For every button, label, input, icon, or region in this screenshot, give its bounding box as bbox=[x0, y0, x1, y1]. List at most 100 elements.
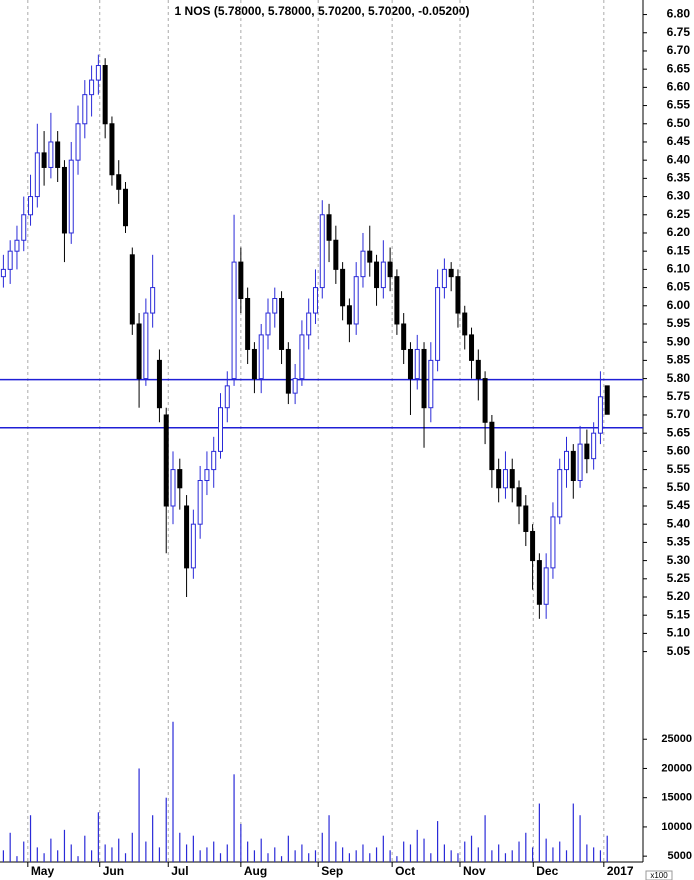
candle-body bbox=[68, 159, 74, 234]
candle-body bbox=[0, 268, 6, 278]
y-tick-label: 5.40 bbox=[667, 516, 691, 530]
candle-body bbox=[469, 334, 475, 361]
y-tick-label: 5.90 bbox=[667, 334, 691, 348]
y-tick-label: 6.70 bbox=[667, 43, 691, 57]
chart-title: 1 NOS (5.78000, 5.78000, 5.70200, 5.7020… bbox=[175, 4, 470, 18]
candle-body bbox=[156, 359, 162, 409]
candle-body bbox=[475, 359, 481, 380]
unit-box bbox=[645, 870, 673, 880]
x-tick-label: May bbox=[31, 864, 55, 878]
candle-body bbox=[163, 414, 169, 507]
candle-body bbox=[61, 166, 67, 234]
candle-body bbox=[360, 250, 366, 278]
y-tick-label: 5.35 bbox=[667, 535, 691, 549]
candle-body bbox=[326, 214, 332, 241]
candle-body bbox=[455, 276, 461, 314]
candle-body bbox=[14, 239, 20, 252]
candle-body bbox=[333, 239, 339, 270]
candle-body bbox=[75, 123, 81, 161]
candle-body bbox=[557, 469, 563, 518]
candle-body bbox=[292, 378, 298, 394]
y-tick-label: 5.20 bbox=[667, 589, 691, 603]
candle-body bbox=[340, 268, 346, 307]
candle-body bbox=[591, 432, 597, 460]
y-tick-label: 6.15 bbox=[667, 243, 691, 257]
candle-body bbox=[306, 312, 312, 336]
y-tick-label: 5.10 bbox=[667, 626, 691, 640]
x-tick-label: Sep bbox=[321, 864, 343, 878]
y-tick-label: 6.10 bbox=[667, 262, 691, 276]
candle-body bbox=[299, 334, 305, 380]
candle-body bbox=[367, 250, 373, 263]
y-tick-label: 6.20 bbox=[667, 225, 691, 239]
y-tick-label: 6.50 bbox=[667, 116, 691, 130]
candle-body bbox=[265, 312, 271, 336]
candle-body bbox=[82, 94, 88, 125]
candle-body bbox=[441, 268, 447, 289]
volume-tick-label: 15000 bbox=[661, 792, 692, 804]
y-tick-label: 5.30 bbox=[667, 553, 691, 567]
candle-body bbox=[523, 505, 529, 532]
volume-unit: x100 bbox=[650, 871, 668, 880]
candle-body bbox=[48, 141, 54, 168]
candle-body bbox=[564, 450, 570, 471]
candle-body bbox=[312, 287, 318, 314]
y-tick-label: 5.85 bbox=[667, 353, 691, 367]
candle-body bbox=[516, 487, 522, 507]
y-tick-label: 6.55 bbox=[667, 98, 691, 112]
candle-body bbox=[217, 407, 223, 452]
y-tick-label: 5.05 bbox=[667, 644, 691, 658]
candle-body bbox=[102, 65, 108, 125]
candle-body bbox=[89, 79, 95, 96]
candle-body bbox=[604, 385, 610, 415]
candle-body bbox=[374, 261, 380, 289]
candle-body bbox=[279, 297, 285, 350]
candle-body bbox=[28, 196, 34, 216]
candle-body bbox=[129, 254, 135, 325]
x-tick-label: Nov bbox=[463, 864, 486, 878]
candle-body bbox=[285, 348, 291, 394]
candle-body bbox=[496, 469, 502, 489]
candle-body bbox=[346, 305, 352, 325]
y-tick-label: 5.55 bbox=[667, 462, 691, 476]
candle-body bbox=[143, 312, 149, 380]
candle-body bbox=[109, 123, 115, 176]
candle-body bbox=[116, 174, 122, 190]
candle-body bbox=[258, 334, 264, 380]
y-tick-label: 6.05 bbox=[667, 280, 691, 294]
volume-tick-label: 5000 bbox=[668, 850, 692, 862]
candle-body bbox=[190, 523, 196, 569]
candle-body bbox=[584, 443, 590, 460]
candle-body bbox=[489, 421, 495, 471]
y-tick-label: 5.75 bbox=[667, 389, 691, 403]
candle-body bbox=[509, 469, 515, 489]
candle-body bbox=[577, 443, 583, 482]
candle-body bbox=[482, 378, 488, 423]
candle-body bbox=[41, 152, 47, 168]
candle-body bbox=[34, 152, 40, 198]
x-tick-label: Jun bbox=[103, 864, 124, 878]
y-tick-label: 6.75 bbox=[667, 25, 691, 39]
candle-body bbox=[319, 214, 325, 289]
candle-body bbox=[380, 261, 386, 289]
candle-body bbox=[204, 469, 210, 482]
candle-body bbox=[251, 348, 257, 380]
candle-body bbox=[272, 297, 278, 314]
x-tick-label: Aug bbox=[244, 864, 267, 878]
candle-body bbox=[428, 359, 434, 409]
volume-tick-label: 25000 bbox=[661, 733, 692, 745]
candle-body bbox=[394, 276, 400, 325]
candle-body bbox=[7, 250, 13, 270]
candle-body bbox=[197, 480, 203, 525]
candle-body bbox=[136, 323, 142, 380]
candle-body bbox=[597, 396, 603, 434]
y-tick-label: 6.35 bbox=[667, 171, 691, 185]
y-tick-label: 5.25 bbox=[667, 571, 691, 585]
y-tick-label: 6.00 bbox=[667, 298, 691, 312]
x-tick-label: 2017 bbox=[607, 864, 634, 878]
candle-body bbox=[536, 560, 542, 605]
candle-body bbox=[238, 261, 244, 299]
candle-body bbox=[421, 348, 427, 409]
candle-body bbox=[414, 348, 420, 380]
